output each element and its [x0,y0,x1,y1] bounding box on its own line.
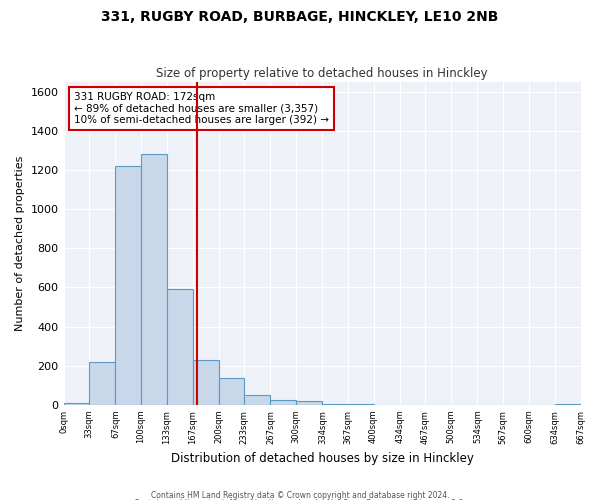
Bar [193,360,218,405]
Bar [89,362,115,405]
Y-axis label: Number of detached properties: Number of detached properties [15,156,25,331]
Text: Contains public sector information licensed under the Open Government Licence v3: Contains public sector information licen… [134,499,466,500]
Text: 331 RUGBY ROAD: 172sqm
← 89% of detached houses are smaller (3,357)
10% of semi-: 331 RUGBY ROAD: 172sqm ← 89% of detached… [74,92,329,125]
Text: 331, RUGBY ROAD, BURBAGE, HINCKLEY, LE10 2NB: 331, RUGBY ROAD, BURBAGE, HINCKLEY, LE10… [101,10,499,24]
Bar [141,154,167,405]
X-axis label: Distribution of detached houses by size in Hinckley: Distribution of detached houses by size … [170,452,473,465]
Bar [322,404,348,405]
Bar [167,290,193,405]
Bar [218,378,244,405]
Bar [115,166,141,405]
Bar [296,400,322,405]
Title: Size of property relative to detached houses in Hinckley: Size of property relative to detached ho… [156,66,488,80]
Text: Contains HM Land Registry data © Crown copyright and database right 2024.: Contains HM Land Registry data © Crown c… [151,490,449,500]
Bar [271,400,296,405]
Bar [244,395,271,405]
Bar [64,403,89,405]
